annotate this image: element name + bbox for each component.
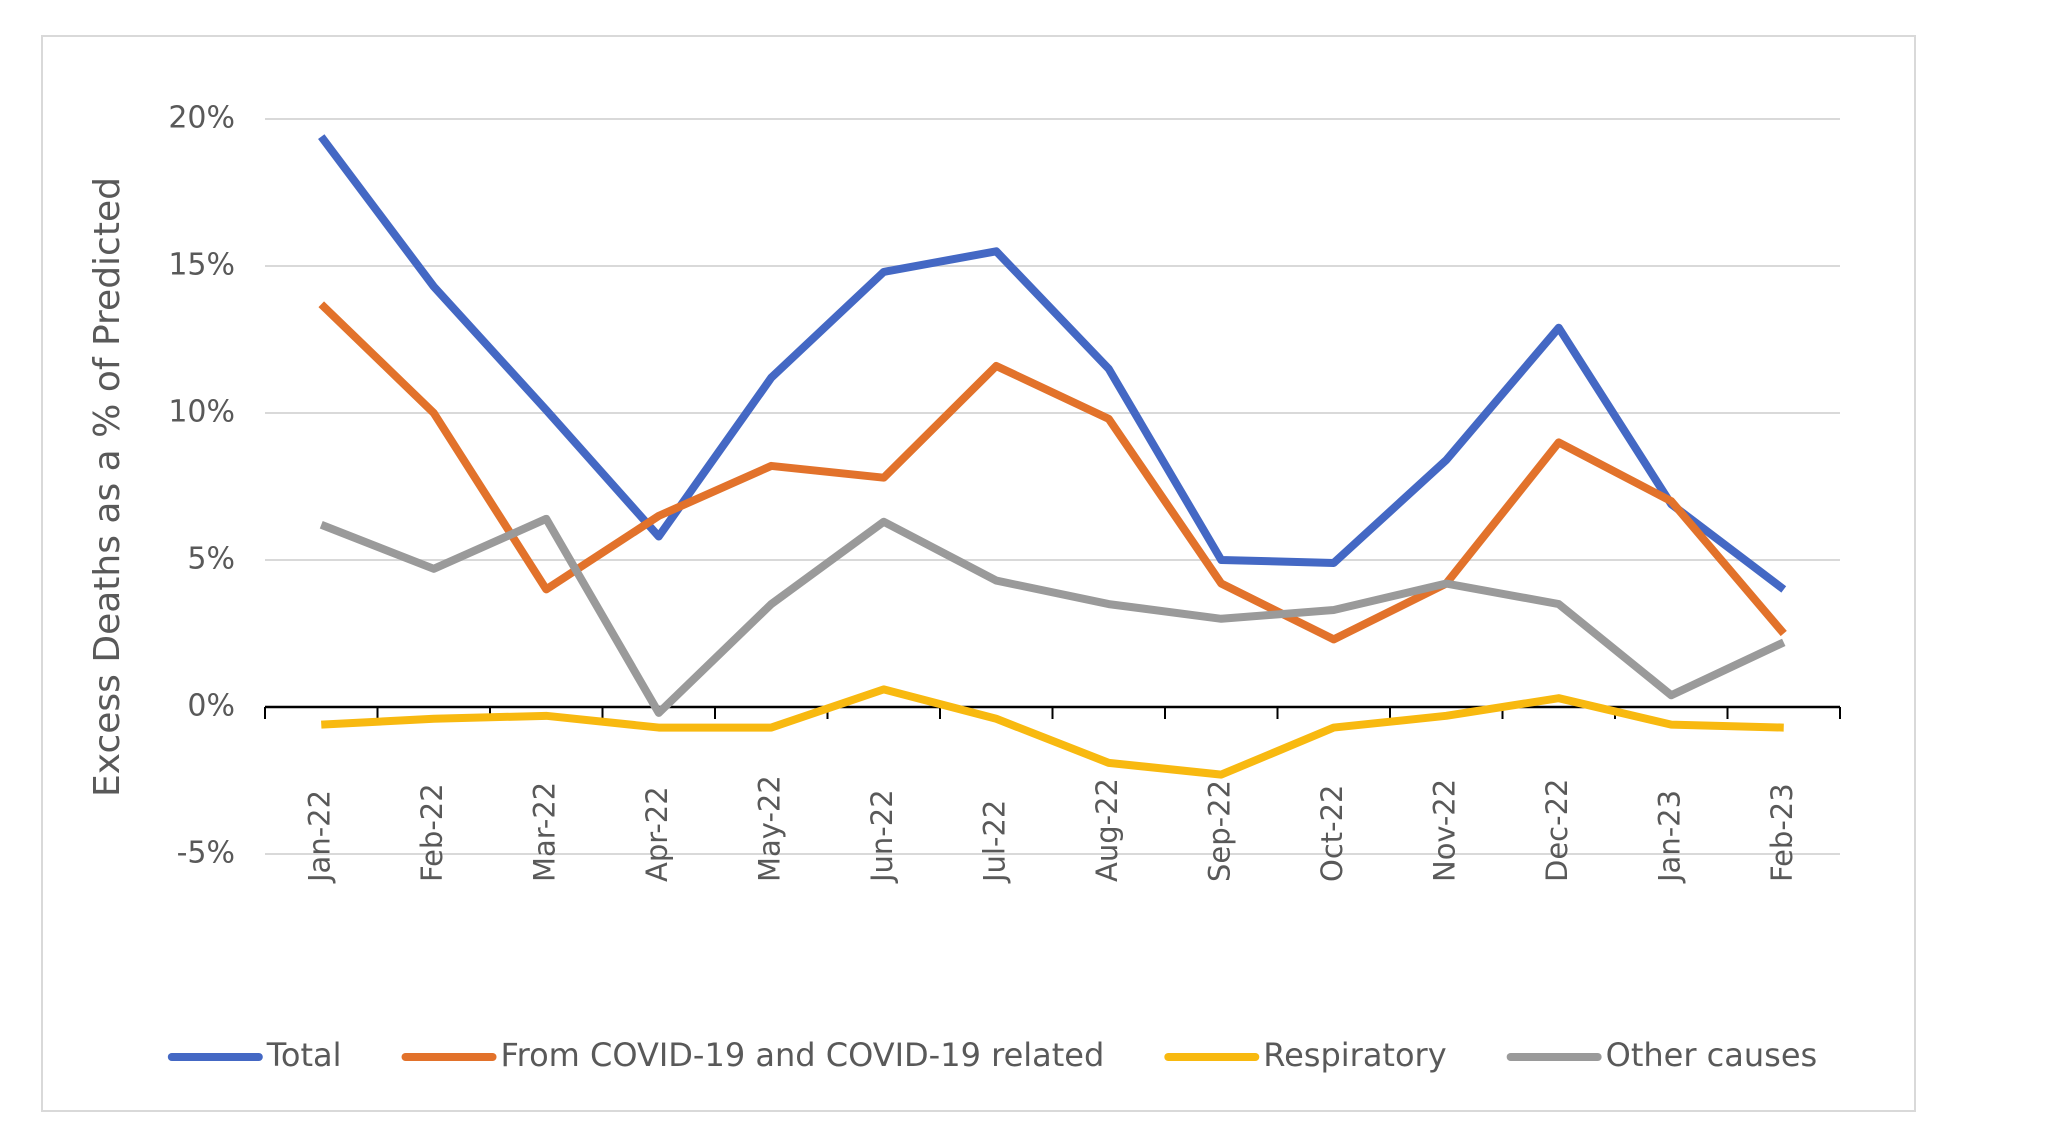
x-tick-label: Feb-23 — [1765, 783, 1799, 882]
x-tick-label: Feb-22 — [415, 783, 449, 882]
x-tick-label: Nov-22 — [1427, 779, 1461, 882]
series-line — [318, 134, 1787, 593]
x-tick-label: Sep-22 — [1202, 780, 1236, 882]
y-tick-label: 15% — [168, 248, 235, 283]
series-line — [319, 514, 1786, 717]
legend-label: Total — [266, 1036, 342, 1074]
y-axis-title: Excess Deaths as a % of Predicted — [87, 177, 128, 797]
y-tick-label: 20% — [168, 101, 235, 136]
y-tick-label: -5% — [177, 836, 235, 871]
legend-label: Other causes — [1606, 1036, 1818, 1074]
x-tick-label: Jun-22 — [865, 789, 899, 884]
x-tick-label: Jul-22 — [977, 800, 1011, 884]
x-tick-label: Aug-22 — [1090, 778, 1124, 882]
x-tick-label: Apr-22 — [640, 786, 674, 882]
x-tick-label: May-22 — [752, 775, 786, 882]
x-tick-label: Oct-22 — [1315, 784, 1349, 882]
legend-label: Respiratory — [1263, 1036, 1446, 1074]
y-tick-label: 10% — [168, 395, 235, 430]
x-tick-label: Dec-22 — [1540, 779, 1574, 882]
series-line — [321, 685, 1784, 779]
x-tick-label: Jan-22 — [302, 790, 336, 884]
legend-label: From COVID-19 and COVID-19 related — [501, 1036, 1105, 1074]
y-tick-label: 0% — [187, 689, 235, 724]
x-tick-label: Jan-23 — [1652, 790, 1686, 884]
y-tick-label: 5% — [187, 542, 235, 577]
x-tick-label: Mar-22 — [527, 782, 561, 882]
series-line — [318, 301, 1787, 644]
